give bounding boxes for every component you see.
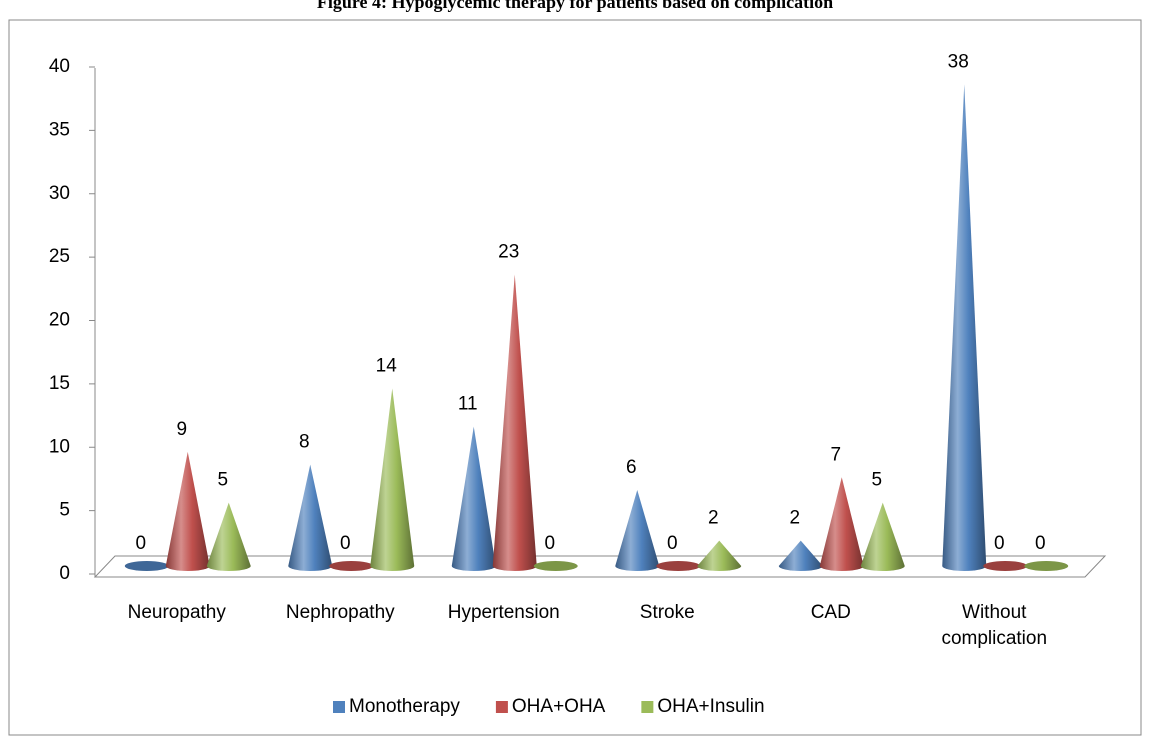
cone: [1024, 561, 1069, 571]
x-tick-label: Neuropathy: [127, 602, 226, 623]
y-tick-label: 5: [59, 500, 70, 521]
y-tick-label: 40: [49, 56, 70, 77]
cone: [329, 561, 374, 571]
cone: [451, 426, 496, 571]
value-label: 7: [830, 444, 841, 465]
value-label: 8: [299, 432, 310, 453]
legend-label: Monotherapy: [349, 696, 460, 717]
cone: [778, 540, 823, 571]
y-tick-label: 20: [49, 310, 70, 331]
chart-title: Figure 4: Hypoglycemic therapy for patie…: [317, 0, 833, 12]
cone: [206, 502, 251, 571]
cone: [288, 464, 333, 571]
legend-swatch: [641, 701, 654, 713]
value-label: 5: [871, 470, 882, 491]
value-label: 2: [708, 508, 719, 529]
value-label: 38: [948, 51, 969, 72]
value-label: 0: [1035, 533, 1046, 554]
legend-swatch: [495, 701, 508, 713]
y-tick-label: 10: [49, 436, 70, 457]
value-label: 23: [498, 241, 519, 262]
y-tick-label: 0: [59, 563, 70, 584]
legend-label: OHA+Insulin: [657, 696, 764, 717]
y-tick-label: 30: [49, 183, 70, 204]
value-label: 0: [135, 533, 146, 554]
value-label: 11: [458, 394, 478, 415]
x-tick-label: Stroke: [639, 602, 695, 623]
x-tick-label: Nephropathy: [285, 602, 395, 623]
cone: [983, 561, 1028, 571]
value-label: 2: [789, 508, 800, 529]
value-label: 0: [340, 533, 351, 554]
cone: [370, 388, 415, 571]
value-label: 6: [626, 457, 637, 478]
x-tick-label: Hypertension: [447, 602, 560, 623]
cone: [942, 84, 987, 571]
legend-label: OHA+OHA: [512, 696, 606, 717]
value-label: 9: [176, 419, 187, 440]
cone: [533, 561, 578, 571]
x-tick-label: Without complication: [941, 602, 1048, 649]
y-tick-label: 35: [49, 119, 70, 140]
chart-border: [8, 19, 1142, 736]
cone: [656, 561, 701, 571]
value-label: 0: [994, 533, 1005, 554]
legend-swatch: [333, 701, 345, 713]
cone: [819, 477, 864, 571]
value-label: 5: [217, 470, 228, 491]
value-label: 0: [544, 533, 555, 554]
cone: [165, 451, 210, 571]
cone: [860, 502, 905, 571]
value-label: 0: [667, 533, 678, 554]
x-tick-label: CAD: [810, 602, 851, 623]
value-label: 14: [376, 356, 398, 377]
cone: [492, 274, 537, 571]
cone: [697, 540, 742, 571]
cone: [124, 561, 169, 571]
cone: [615, 489, 660, 571]
y-tick-label: 25: [49, 246, 70, 267]
y-tick-label: 15: [49, 373, 70, 394]
